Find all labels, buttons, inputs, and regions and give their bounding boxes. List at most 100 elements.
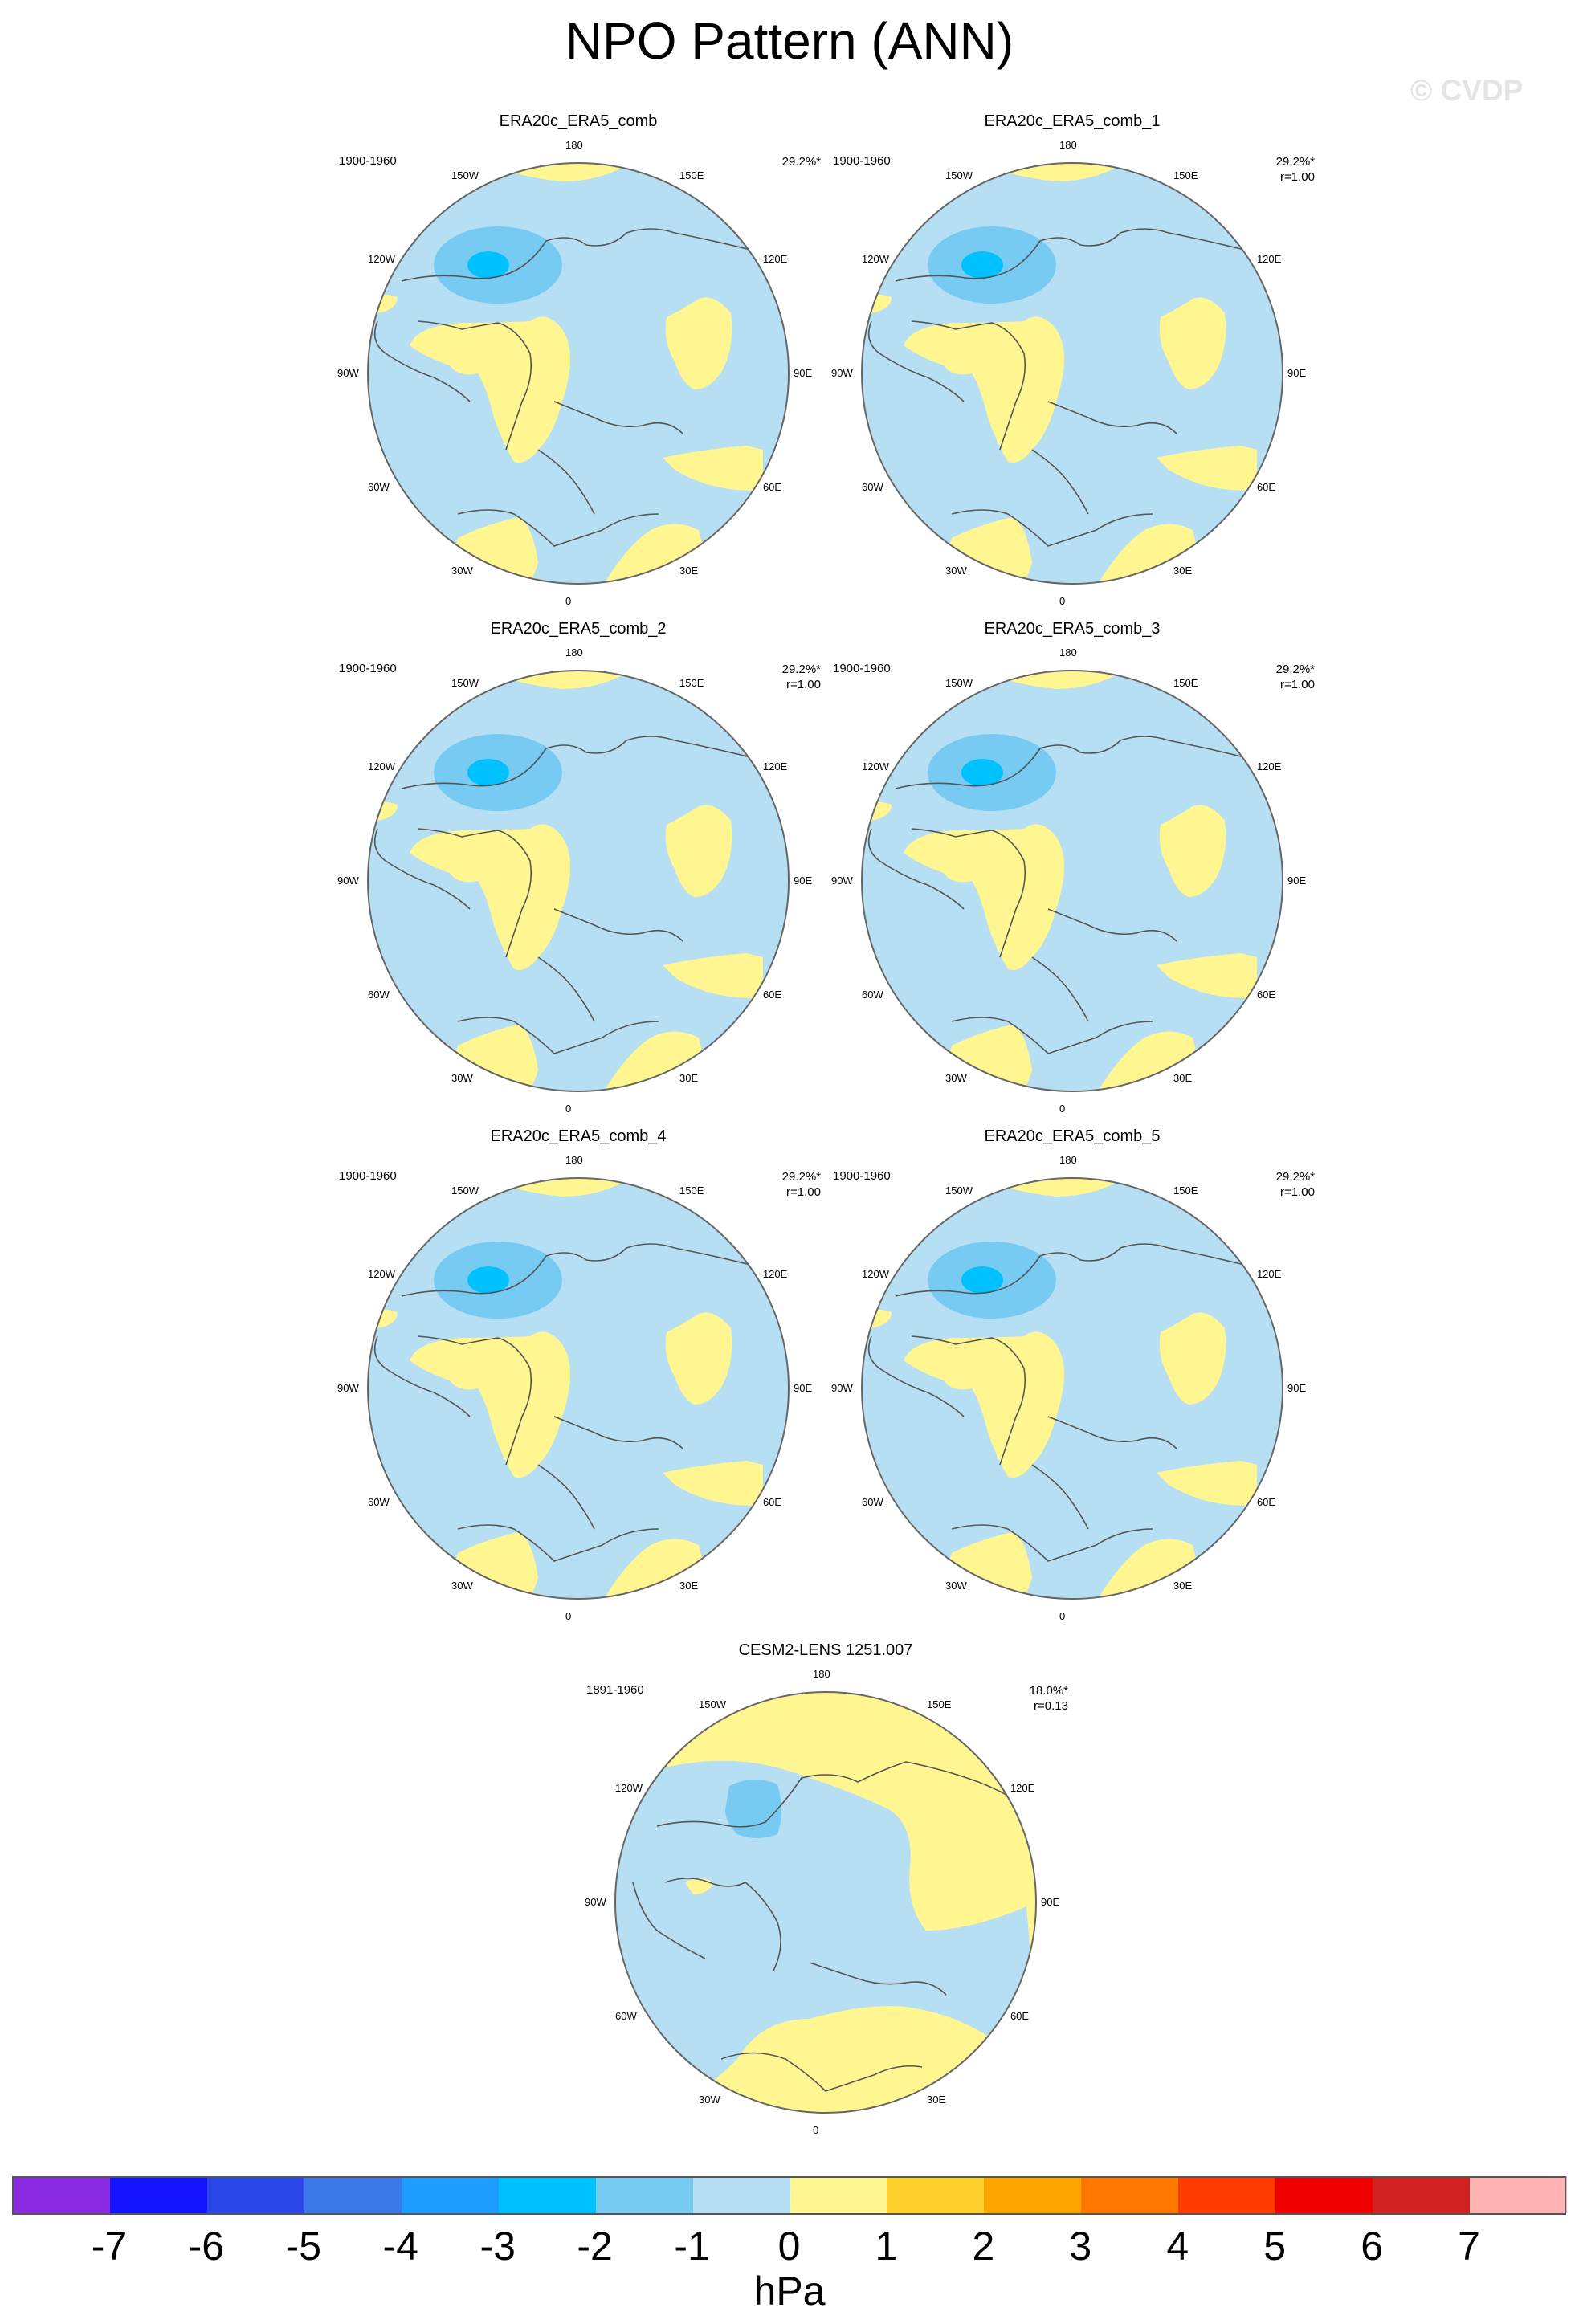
longitude-label: 90W [337, 875, 359, 887]
colorbar-tick-label: 5 [1263, 2224, 1287, 2269]
longitude-label: 30W [945, 1071, 967, 1084]
longitude-label: 60E [762, 989, 782, 1001]
panel-variance-stats: 29.2%* r=1.00 [782, 1169, 821, 1200]
coastlines [632, 1761, 1035, 2092]
map-boundary [367, 670, 790, 1092]
panel-period: 1900-1960 [339, 154, 397, 168]
longitude-label: 150W [945, 1184, 973, 1197]
map-boundary [614, 1691, 1037, 2114]
colorbar-box [1372, 2176, 1471, 2213]
longitude-label: 150E [1173, 1184, 1198, 1197]
polar-map [367, 1177, 790, 1600]
longitude-label: 0 [1059, 595, 1066, 607]
colorbar-tick-label: 4 [1166, 2224, 1189, 2269]
longitude-label: 120W [368, 1268, 396, 1280]
longitude-label: 0 [1059, 1610, 1066, 1622]
slp-anomaly-field [368, 1178, 789, 1599]
colorbar-box [12, 2176, 110, 2213]
longitude-label: 150E [1173, 169, 1198, 182]
colorbar-tick-label: 7 [1458, 2224, 1480, 2269]
coastlines [867, 1243, 1282, 1562]
longitude-label: 90E [794, 1382, 813, 1394]
map-panel: ERA20c_ERA5_comb 1900-1960 29.2%* 180 150E 12… [297, 112, 859, 607]
colorbar-tick-label: -6 [188, 2224, 225, 2269]
longitude-label: 120E [762, 253, 788, 265]
panel-variance-stats: 29.2%* r=1.00 [1276, 154, 1315, 185]
longitude-label: 30W [945, 564, 967, 577]
panel-title: ERA20c_ERA5_comb [499, 112, 658, 130]
colorbar-tick-label: -5 [285, 2224, 322, 2269]
longitude-label: 30E [1173, 564, 1193, 577]
longitude-label: 120E [762, 1268, 788, 1280]
longitude-label: 90E [794, 367, 813, 379]
map-boundary [367, 1177, 790, 1600]
colorbar-tick-label: -3 [479, 2224, 516, 2269]
longitude-label: 60W [615, 2010, 637, 2022]
panel-pct-variance: 18.0%* [1029, 1684, 1068, 1698]
longitude-label: 150W [945, 169, 973, 182]
longitude-label: 60W [862, 1496, 883, 1508]
colorbar-tick-label: 3 [1069, 2224, 1092, 2269]
longitude-label: 60E [762, 481, 782, 493]
longitude-label: 120W [615, 1782, 643, 1794]
longitude-label: 90E [1287, 367, 1307, 379]
longitude-label: 60W [368, 481, 390, 493]
longitude-label: 120W [368, 253, 396, 265]
slp-anomaly-field [368, 671, 789, 1091]
longitude-label: 60W [862, 481, 883, 493]
map-boundary [367, 162, 790, 585]
panel-period: 1900-1960 [833, 1169, 891, 1183]
panel-pattern-correlation: r=1.00 [1280, 1185, 1315, 1199]
longitude-label: 30W [945, 1579, 967, 1592]
longitude-label: 120W [862, 760, 890, 773]
colorbar-tick-label: 6 [1361, 2224, 1384, 2269]
colorbar-box [303, 2176, 402, 2213]
longitude-label: 60E [1256, 481, 1276, 493]
longitude-label: 180 [1059, 139, 1077, 151]
longitude-label: 120E [1256, 1268, 1282, 1280]
longitude-label: 60E [1256, 1496, 1276, 1508]
colorbar-tick-label: 2 [972, 2224, 995, 2269]
longitude-label: 60W [368, 1496, 390, 1508]
copyright-watermark: © CVDP [1410, 74, 1524, 107]
longitude-label: 0 [813, 2124, 819, 2136]
longitude-label: 180 [565, 646, 583, 658]
polar-map [861, 162, 1283, 585]
panel-pct-variance: 29.2%* [781, 155, 821, 169]
longitude-label: 90W [831, 1382, 853, 1394]
longitude-label: 120E [1256, 760, 1282, 773]
panel-period: 1900-1960 [339, 662, 397, 675]
colorbar-tick-label: 1 [875, 2224, 898, 2269]
colorbar-tick-label: -4 [382, 2224, 418, 2269]
longitude-label: 150E [679, 1184, 704, 1197]
longitude-label: 120W [862, 253, 890, 265]
longitude-label: 30E [679, 1579, 699, 1592]
panel-variance-stats: 29.2%* r=1.00 [1276, 1169, 1315, 1200]
map-boundary [861, 670, 1283, 1092]
polar-map [614, 1691, 1037, 2114]
panel-title: CESM2-LENS 1251.007 [738, 1641, 913, 1659]
panel-period: 1900-1960 [833, 662, 891, 675]
longitude-label: 60E [1010, 2010, 1030, 2022]
map-panel: ERA20c_ERA5_comb_3 1900-1960 29.2%* r=1.00 1… [791, 620, 1353, 1115]
longitude-label: 0 [565, 1610, 572, 1622]
colorbar-box [1177, 2176, 1276, 2213]
panel-pct-variance: 29.2%* [1275, 155, 1315, 169]
panel-period: 1900-1960 [833, 154, 891, 168]
longitude-label: 90E [1041, 1896, 1060, 1908]
polar-map [367, 670, 790, 1092]
colorbar-box [789, 2176, 887, 2213]
coastlines [373, 228, 788, 547]
longitude-label: 90W [831, 367, 853, 379]
polar-map [861, 670, 1283, 1092]
longitude-label: 180 [1059, 646, 1077, 658]
longitude-label: 90W [585, 1896, 606, 1908]
longitude-label: 0 [565, 595, 572, 607]
longitude-label: 180 [813, 1668, 830, 1680]
longitude-label: 120W [862, 1268, 890, 1280]
panel-title: ERA20c_ERA5_comb_3 [984, 620, 1161, 638]
colorbar-unit-label: hPa [753, 2269, 826, 2314]
panel-pattern-correlation: r=1.00 [786, 678, 821, 691]
longitude-label: 90W [337, 1382, 359, 1394]
longitude-label: 180 [565, 139, 583, 151]
